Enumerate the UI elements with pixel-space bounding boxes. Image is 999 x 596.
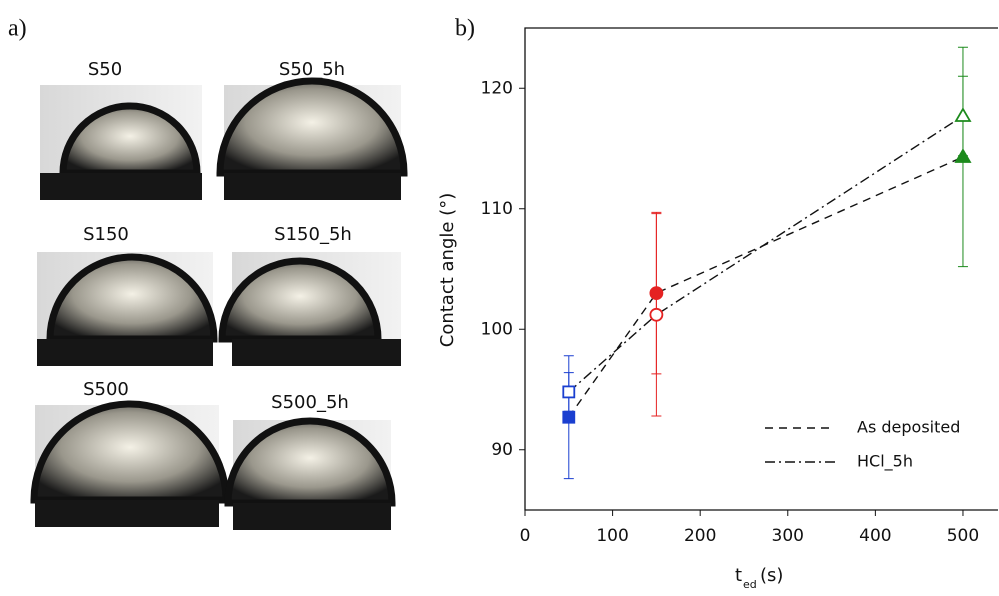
panel-label: a) [8, 16, 27, 42]
marker [649, 286, 664, 301]
image-caption: S150_5h [274, 224, 352, 245]
droplet [30, 400, 230, 504]
substrate [40, 173, 202, 200]
x-tick-label: 200 [684, 526, 716, 546]
y-tick-label: 110 [481, 199, 513, 219]
substrate [35, 500, 219, 527]
droplet [59, 102, 201, 177]
droplet [224, 417, 396, 507]
series-line [568, 115, 964, 393]
image-caption: S500_5h [271, 392, 349, 413]
droplet [216, 77, 408, 177]
marker [954, 148, 972, 163]
substrate [37, 339, 213, 366]
image-caption: S50_5h [279, 59, 345, 80]
x-tick-label: 0 [520, 526, 531, 546]
x-axis-label-unit: (s) [760, 565, 783, 586]
marker [562, 410, 576, 424]
droplet [218, 257, 382, 343]
droplet [46, 253, 218, 343]
x-axis-label-sub: ed [743, 578, 757, 591]
series-line [568, 156, 964, 418]
y-tick-label: 100 [481, 319, 513, 339]
x-tick-label: 400 [859, 526, 891, 546]
x-axis-label: t [735, 565, 742, 586]
legend-label: As deposited [857, 418, 960, 437]
x-tick-label: 100 [596, 526, 628, 546]
legend-label: HCl_5h [857, 452, 913, 472]
marker [954, 107, 972, 122]
substrate [232, 339, 401, 366]
y-tick-label: 120 [481, 78, 513, 98]
marker [562, 385, 576, 399]
x-tick-label: 300 [772, 526, 804, 546]
axes-frame [524, 27, 998, 511]
panel-label: b) [455, 16, 475, 42]
y-tick-label: 90 [491, 440, 513, 460]
y-axis-label: Contact angle (°) [437, 193, 458, 347]
substrate [224, 173, 401, 200]
image-caption: S150 [83, 224, 129, 245]
x-tick-label: 500 [947, 526, 979, 546]
image-caption: S500 [83, 379, 129, 400]
marker [649, 307, 664, 322]
image-caption: S50 [88, 59, 122, 80]
substrate [233, 503, 391, 530]
